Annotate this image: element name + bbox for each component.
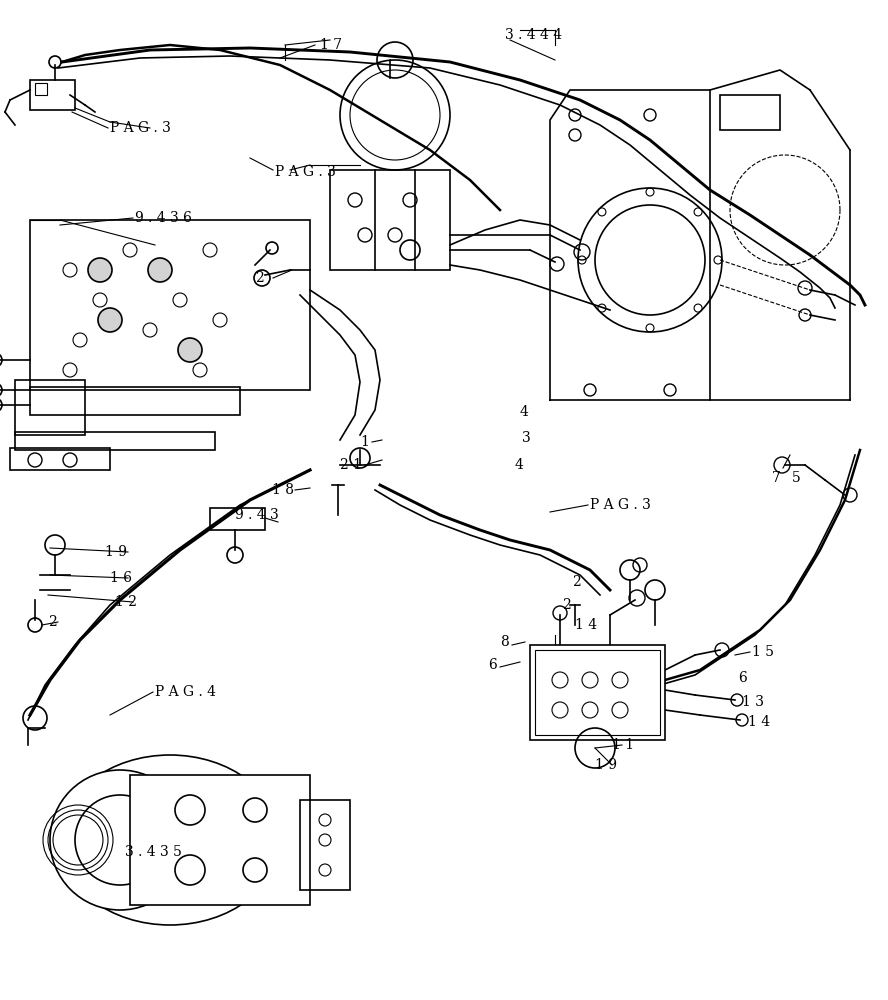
Bar bbox=[30, 220, 310, 390]
Bar bbox=[30, 80, 75, 110]
Text: 6: 6 bbox=[738, 671, 747, 685]
Text: 1 2: 1 2 bbox=[115, 595, 137, 609]
Text: 5: 5 bbox=[792, 471, 801, 485]
Text: 9 . 4 3 6: 9 . 4 3 6 bbox=[135, 211, 192, 225]
Text: 1 3: 1 3 bbox=[742, 695, 764, 709]
Bar bbox=[130, 775, 310, 905]
Text: P A G . 3: P A G . 3 bbox=[275, 165, 336, 179]
Text: 1 7: 1 7 bbox=[320, 38, 342, 52]
Text: 2: 2 bbox=[572, 575, 581, 589]
Text: 4: 4 bbox=[520, 405, 529, 419]
Bar bbox=[300, 800, 350, 890]
Bar bbox=[15, 432, 215, 450]
Circle shape bbox=[98, 308, 122, 332]
Bar bbox=[30, 387, 240, 415]
Text: 1 4: 1 4 bbox=[575, 618, 597, 632]
Text: P A G . 3: P A G . 3 bbox=[110, 121, 170, 135]
Text: 3 . 4 3 5: 3 . 4 3 5 bbox=[125, 845, 182, 859]
Text: 1 9: 1 9 bbox=[105, 545, 127, 559]
Text: 1 4: 1 4 bbox=[748, 715, 770, 729]
Text: 1: 1 bbox=[360, 435, 369, 449]
Text: 2 1: 2 1 bbox=[340, 458, 362, 472]
Text: P A G . 3: P A G . 3 bbox=[590, 498, 651, 512]
Text: 1 9: 1 9 bbox=[595, 758, 617, 772]
Text: 2: 2 bbox=[562, 598, 571, 612]
Bar bbox=[210, 508, 265, 530]
Circle shape bbox=[178, 338, 202, 362]
Bar bbox=[35, 83, 47, 95]
Bar bbox=[330, 170, 450, 270]
Text: 7: 7 bbox=[772, 471, 781, 485]
Text: 3 . 4 4 4: 3 . 4 4 4 bbox=[505, 28, 562, 42]
Bar bbox=[720, 95, 780, 130]
Text: P A G . 4: P A G . 4 bbox=[155, 685, 216, 699]
Ellipse shape bbox=[60, 755, 280, 925]
Text: 1 5: 1 5 bbox=[752, 645, 774, 659]
Text: 2: 2 bbox=[48, 615, 57, 629]
Bar bbox=[15, 380, 85, 435]
Circle shape bbox=[50, 770, 190, 910]
Text: 9 . 4 3: 9 . 4 3 bbox=[235, 508, 279, 522]
Bar bbox=[10, 448, 110, 470]
Bar bbox=[530, 645, 665, 740]
Text: 8: 8 bbox=[500, 635, 509, 649]
Text: 6: 6 bbox=[488, 658, 496, 672]
Text: 4: 4 bbox=[515, 458, 524, 472]
Text: 1 6: 1 6 bbox=[110, 571, 132, 585]
Circle shape bbox=[88, 258, 112, 282]
Text: 1 8: 1 8 bbox=[272, 483, 294, 497]
Bar bbox=[535, 650, 660, 735]
Text: 2: 2 bbox=[255, 271, 264, 285]
Text: 1 1: 1 1 bbox=[612, 738, 634, 752]
Circle shape bbox=[148, 258, 172, 282]
Text: 3: 3 bbox=[522, 431, 531, 445]
